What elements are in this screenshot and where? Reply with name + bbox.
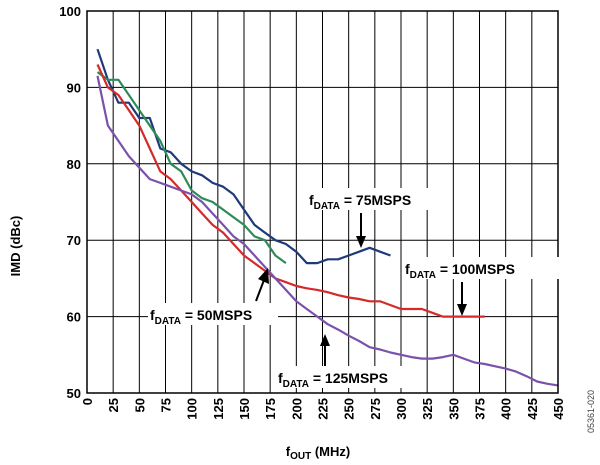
- arrow-75msps: [356, 213, 366, 248]
- x-tick-label: 125: [211, 398, 226, 420]
- x-tick-label: 100: [185, 398, 200, 420]
- x-tick-label: 300: [394, 398, 409, 420]
- x-tick-label: 150: [237, 398, 252, 420]
- x-tick-label: 375: [473, 398, 488, 420]
- y-tick-label: 100: [59, 4, 81, 19]
- x-tick-label: 50: [132, 398, 147, 412]
- y-tick-label: 60: [67, 310, 81, 325]
- annotation-75msps: fDATA = 75MSPS: [306, 188, 452, 212]
- series-line-75msps: [96, 48, 391, 265]
- x-tick-label: 400: [499, 398, 514, 420]
- x-tick-label: 250: [342, 398, 357, 420]
- x-tick-label: 225: [316, 398, 331, 420]
- x-tick-label: 325: [420, 398, 435, 420]
- x-tick-label: 425: [525, 398, 540, 420]
- arrow-125msps: [320, 334, 330, 366]
- x-tick-label: 0: [80, 398, 95, 405]
- x-tick-label: 350: [446, 398, 461, 420]
- annotation-125msps: fDATA = 125MSPS: [275, 366, 423, 390]
- annotation-50msps: fDATA = 50MSPS: [148, 303, 278, 327]
- svg-text:fDATA = 75MSPS: fDATA = 75MSPS: [309, 192, 411, 212]
- series-group: [96, 48, 559, 387]
- y-tick-label: 70: [67, 233, 81, 248]
- svg-text:fDATA = 100MSPS: fDATA = 100MSPS: [405, 261, 515, 281]
- y-axis-title: IMD (dBc): [8, 216, 23, 277]
- svg-text:fDATA = 50MSPS: fDATA = 50MSPS: [150, 307, 252, 327]
- plot-border: [86, 10, 559, 394]
- x-tick-label: 450: [551, 398, 566, 420]
- annotation-100msps: fDATA = 100MSPS: [402, 257, 574, 281]
- series-line-125msps: [96, 75, 559, 387]
- figure-id: 05361-020: [586, 390, 596, 433]
- plot-frame: [86, 10, 559, 394]
- svg-text:fDATA = 125MSPS: fDATA = 125MSPS: [278, 370, 388, 390]
- x-tick-labels: 0 25 50 75 100 125 150 175 200 225 250 275 300 325 350…: [80, 398, 566, 420]
- x-tick-label: 275: [368, 398, 383, 420]
- x-axis-title: fOUT (MHz): [286, 444, 350, 462]
- x-tick-label: 75: [159, 398, 174, 412]
- arrow-100msps: [457, 282, 467, 316]
- series-line-100msps: [96, 64, 485, 318]
- x-tick-label: 25: [106, 398, 121, 412]
- arrow-50msps: [255, 268, 269, 302]
- y-tick-label: 80: [67, 157, 81, 172]
- y-tick-labels: 50 60 70 80 90 100: [59, 4, 81, 401]
- series-line-50msps: [96, 71, 287, 264]
- x-tick-label: 175: [263, 398, 278, 420]
- y-tick-label: 50: [67, 386, 81, 401]
- y-tick-label: 90: [67, 80, 81, 95]
- x-tick-label: 200: [289, 398, 304, 420]
